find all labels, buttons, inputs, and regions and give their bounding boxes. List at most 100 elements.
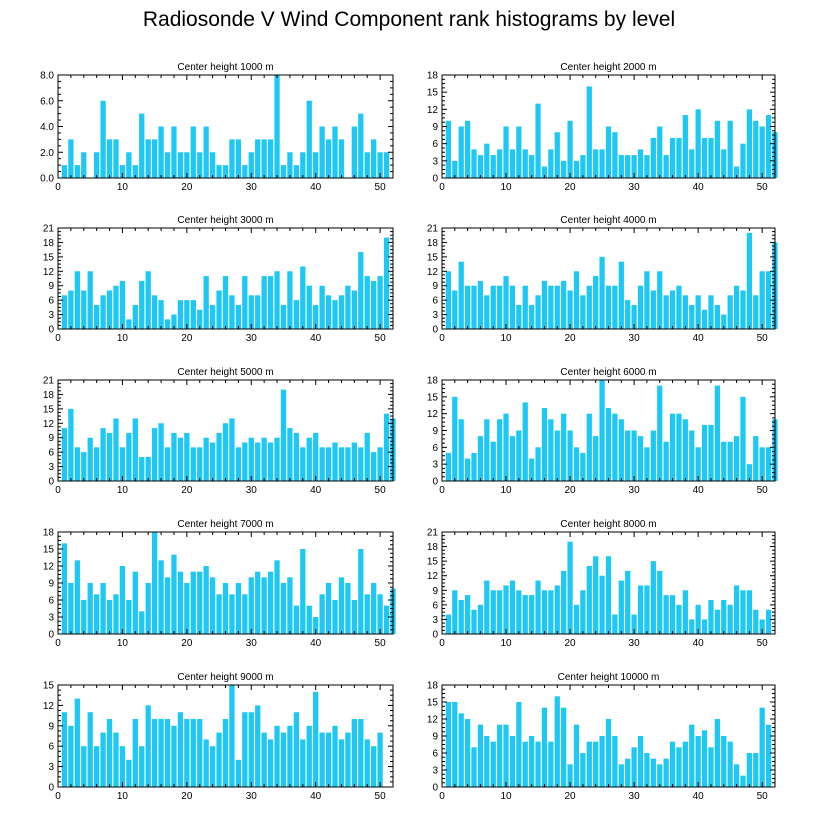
x-tick-label: 10 [117, 638, 129, 649]
histogram-bar [682, 295, 688, 329]
histogram-bar [248, 712, 254, 787]
histogram-bar [452, 396, 458, 481]
histogram-bar [87, 712, 93, 787]
histogram-bar [383, 152, 390, 178]
histogram-bar [650, 561, 656, 634]
histogram-bar [164, 319, 171, 329]
histogram-bar [235, 447, 242, 481]
histogram-bar [599, 380, 605, 481]
histogram-bar [657, 126, 663, 178]
histogram-bar [464, 719, 471, 787]
y-tick-label: 15 [427, 698, 439, 709]
histogram-bar [509, 580, 516, 634]
histogram-bar [471, 452, 477, 481]
histogram-bar [383, 413, 390, 481]
histogram-bar [663, 441, 669, 481]
histogram-bar [197, 571, 203, 634]
y-tick-label: 18 [427, 542, 439, 553]
histogram-bar [371, 139, 377, 179]
histogram-bar [248, 295, 254, 329]
histogram-bar [171, 432, 177, 481]
histogram-bar [689, 430, 695, 481]
histogram-bar [458, 713, 464, 787]
histogram-bar [145, 271, 151, 329]
x-tick-label: 0 [55, 791, 61, 802]
histogram-bar [759, 271, 765, 329]
histogram-bar [644, 753, 650, 787]
histogram-bar [287, 725, 293, 787]
histogram-bar [319, 447, 325, 481]
histogram-bar [280, 165, 287, 179]
histogram-bar [274, 437, 280, 481]
histogram-bar [753, 436, 759, 481]
histogram-bar [132, 719, 138, 787]
histogram-bar [158, 300, 164, 329]
x-tick-label: 30 [246, 791, 258, 802]
x-tick-label: 30 [246, 182, 258, 193]
histogram-bar [458, 126, 464, 178]
histogram-bar [287, 428, 293, 481]
x-tick-label: 40 [693, 791, 705, 802]
histogram-bar [733, 166, 740, 178]
histogram-bar [145, 583, 151, 634]
histogram-bar [229, 594, 235, 634]
histogram-bar [319, 732, 325, 787]
x-tick-label: 0 [439, 791, 445, 802]
histogram-bar [171, 126, 177, 178]
histogram-bar [151, 295, 158, 329]
histogram-bar [567, 541, 573, 634]
histogram-bar [701, 309, 708, 329]
histogram-bar [631, 430, 637, 481]
x-tick-label: 20 [181, 182, 193, 193]
histogram-bar [261, 139, 267, 179]
histogram-bar [280, 389, 287, 481]
histogram-bar [325, 583, 332, 634]
histogram-bar [490, 285, 496, 329]
histogram-panel: Center height 4000 m 0 10 20 30 40 50 0 3 6 9 12 15 1… [427, 215, 778, 344]
x-tick-label: 50 [375, 638, 387, 649]
histogram-bar [358, 719, 364, 787]
histogram-bar [81, 152, 87, 178]
histogram-bar [509, 149, 516, 178]
histogram-bar [113, 418, 119, 481]
histogram-bar [740, 396, 746, 481]
histogram-bar [452, 160, 458, 178]
histogram-bar [516, 702, 522, 787]
y-tick-label: 9 [432, 426, 438, 437]
histogram-bar [338, 139, 345, 179]
histogram-bar [497, 590, 503, 634]
y-tick-label: 9 [432, 281, 438, 292]
histogram-bar [145, 705, 151, 787]
histogram-bar [567, 290, 573, 329]
histogram-bar [158, 719, 164, 787]
histogram-bar [158, 126, 164, 178]
histogram-panel: Center height 5000 m 0 10 20 30 40 50 0 3 6 9 12 15 1… [43, 367, 396, 496]
x-tick-label: 10 [117, 791, 129, 802]
histogram-bar [126, 759, 132, 787]
histogram-bar [548, 590, 554, 634]
histogram-bar [261, 732, 267, 787]
histogram-bar [190, 719, 196, 787]
histogram-bar [637, 736, 644, 787]
panel-title: Center height 5000 m [177, 367, 273, 378]
histogram-bar [377, 276, 383, 329]
histogram-bar [471, 285, 477, 329]
histogram-bar [300, 739, 306, 787]
histogram-bar [177, 712, 184, 787]
x-tick-label: 50 [757, 791, 769, 802]
histogram-bar [599, 575, 605, 634]
histogram-bar [383, 237, 390, 329]
histogram-bar [548, 419, 554, 481]
histogram-bar [325, 139, 332, 179]
histogram-bar [255, 139, 261, 179]
histogram-bar [682, 741, 688, 787]
histogram-bar [222, 423, 229, 481]
histogram-bar [676, 604, 682, 634]
histogram-bar [164, 447, 171, 481]
histogram-bar [484, 580, 490, 634]
histogram-bar [216, 290, 222, 329]
histogram-bar [612, 736, 618, 787]
histogram-bar [669, 137, 676, 178]
histogram-bar [235, 304, 242, 329]
histogram-bar [657, 764, 663, 787]
